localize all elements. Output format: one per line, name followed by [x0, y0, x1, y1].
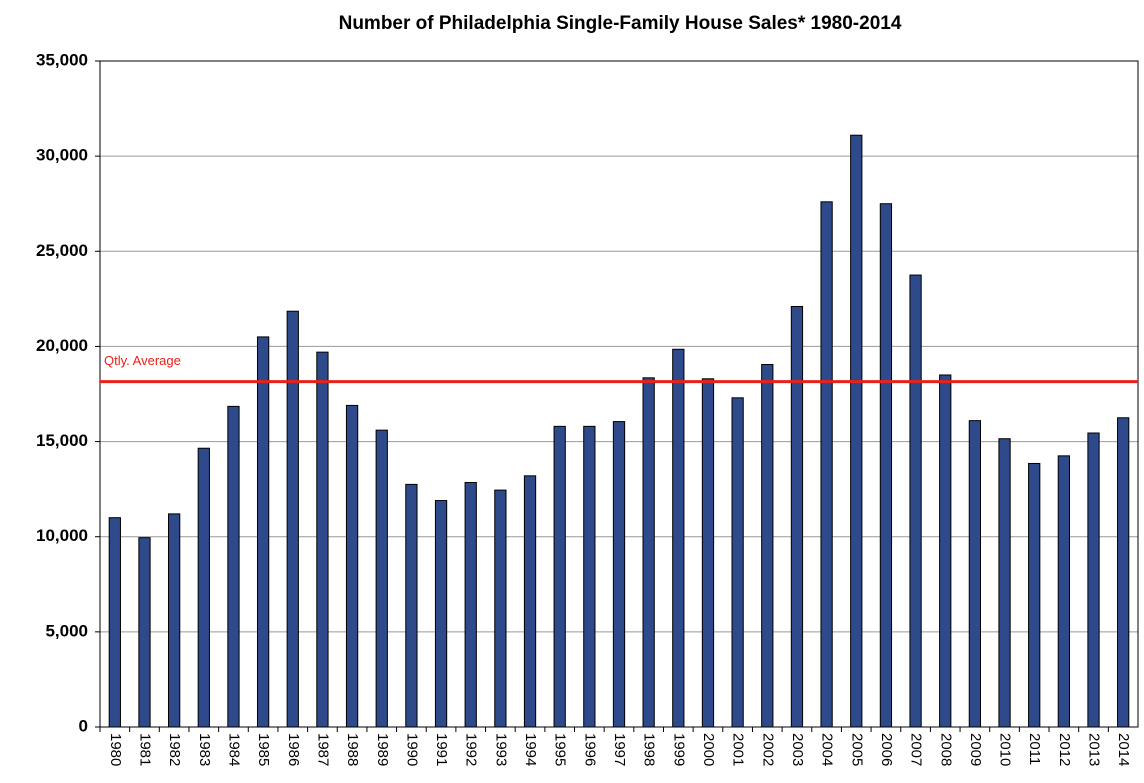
x-tick-label: 1995	[552, 733, 569, 766]
x-tick-label: 2012	[1056, 733, 1073, 766]
x-tick-label: 2008	[937, 733, 954, 766]
x-tick-label: 2003	[789, 733, 806, 766]
bar	[138, 537, 151, 728]
bar	[523, 475, 537, 728]
bar	[642, 377, 655, 728]
bar	[1057, 455, 1070, 728]
x-tick-label: 1986	[285, 733, 302, 766]
bar	[939, 374, 952, 728]
bar	[701, 378, 715, 728]
x-tick-label: 2011	[1026, 733, 1043, 765]
x-tick-label: 1990	[403, 733, 420, 766]
y-tick-label: 30,000	[36, 146, 88, 165]
chart-title: Number of Philadelphia Single-Family Hou…	[339, 13, 902, 34]
x-tick-label: 1988	[344, 733, 361, 766]
y-tick-label: 10,000	[36, 526, 88, 545]
bar	[612, 421, 626, 728]
bar	[998, 438, 1011, 728]
x-tick-label: 2000	[700, 733, 717, 766]
x-tick-label: 2013	[1086, 733, 1103, 766]
x-tick-label: 1993	[492, 733, 509, 766]
x-tick-label: 2002	[759, 733, 776, 766]
x-tick-label: 2001	[730, 733, 747, 766]
bar	[672, 348, 685, 728]
x-tick-label: 2006	[878, 733, 895, 766]
x-tick-label: 1989	[374, 733, 391, 766]
x-tick-label: 1992	[463, 733, 480, 766]
bar	[316, 351, 329, 728]
bar	[553, 425, 566, 728]
bar	[256, 336, 270, 728]
x-tick-label: 1985	[255, 733, 272, 766]
bar	[345, 404, 359, 728]
x-tick-label: 1981	[137, 733, 154, 766]
bar	[464, 481, 477, 728]
x-tick-label: 1997	[611, 733, 628, 766]
y-tick-label: 25,000	[36, 241, 88, 260]
y-tick-label: 15,000	[36, 431, 88, 450]
x-tick-label: 2004	[819, 733, 836, 766]
x-tick-label: 1987	[314, 733, 331, 766]
bar	[909, 274, 922, 728]
x-tick-label: 1980	[107, 733, 124, 766]
bar	[790, 305, 804, 728]
x-tick-label: 1983	[196, 733, 213, 766]
bar	[583, 425, 596, 728]
x-tick-label: 1994	[522, 733, 539, 766]
x-tick-label: 2010	[997, 733, 1014, 766]
bar	[286, 310, 299, 728]
bar	[434, 500, 448, 728]
bar	[375, 429, 388, 728]
bar	[1087, 432, 1100, 728]
x-tick-label: 1996	[581, 733, 598, 766]
x-tick-label: 2009	[967, 733, 984, 766]
bar	[820, 201, 833, 728]
bar	[879, 203, 893, 728]
bar	[761, 364, 774, 728]
bar	[227, 405, 240, 728]
bar	[731, 397, 744, 728]
reference-label: Qtly. Average	[104, 353, 181, 368]
bar	[850, 134, 863, 728]
y-tick-label: 5,000	[45, 621, 88, 640]
bar	[197, 447, 210, 728]
x-tick-label: 1998	[641, 733, 658, 766]
x-tick-label: 2014	[1115, 733, 1132, 766]
x-tick-label: 1982	[166, 733, 183, 766]
bar	[168, 513, 181, 728]
x-tick-label: 1999	[670, 733, 687, 766]
y-tick-label: 35,000	[36, 50, 88, 69]
y-tick-label: 0	[79, 716, 88, 735]
bar	[405, 483, 418, 728]
bar	[968, 420, 982, 728]
bar	[494, 489, 507, 728]
x-tick-label: 1984	[225, 733, 242, 766]
bar	[1117, 417, 1130, 728]
bar	[1028, 462, 1041, 728]
bar	[108, 517, 121, 728]
x-tick-label: 2005	[848, 733, 865, 766]
x-tick-label: 1991	[433, 733, 450, 766]
x-tick-label: 2007	[908, 733, 925, 766]
y-tick-label: 20,000	[36, 336, 88, 355]
